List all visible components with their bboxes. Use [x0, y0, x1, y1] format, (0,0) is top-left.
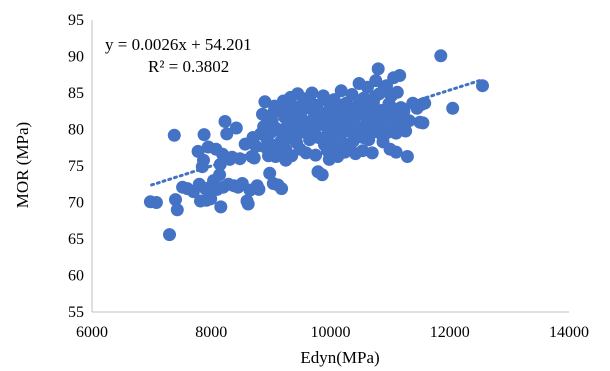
data-point: [282, 98, 296, 112]
data-point: [275, 182, 289, 196]
data-point: [197, 153, 210, 167]
data-point: [400, 150, 414, 163]
trendline-layer: [150, 78, 485, 187]
data-point: [476, 79, 489, 93]
data-point: [434, 49, 448, 63]
data-point: [365, 146, 379, 160]
x-axis-title: Edyn(MPa): [300, 348, 379, 367]
data-point: [390, 85, 404, 99]
data-point: [332, 98, 346, 112]
data-point: [389, 145, 403, 159]
data-point: [309, 148, 323, 162]
trendline-equation: y = 0.0026x + 54.201: [105, 35, 252, 54]
data-point: [261, 116, 275, 130]
data-point: [402, 114, 416, 128]
data-point: [371, 106, 385, 120]
y-tick-label: 95: [68, 12, 84, 29]
data-point: [149, 196, 163, 209]
data-point: [213, 168, 227, 182]
data-point: [303, 90, 317, 104]
data-point: [374, 127, 388, 141]
data-point: [214, 200, 228, 214]
data-point: [167, 128, 181, 142]
data-point: [353, 94, 367, 108]
x-tick-label: 10000: [311, 324, 351, 341]
data-point: [220, 127, 234, 141]
y-tick-label: 70: [68, 195, 84, 212]
data-point: [368, 90, 382, 104]
data-point: [369, 74, 383, 88]
y-tick-label: 75: [68, 158, 84, 175]
data-point: [397, 104, 411, 118]
data-point: [252, 182, 266, 196]
x-tick-label: 12000: [430, 324, 470, 341]
data-point: [170, 203, 184, 217]
y-tick-label: 65: [68, 231, 84, 248]
data-point: [446, 101, 460, 115]
data-point: [218, 115, 232, 128]
y-tick-label: 85: [68, 85, 84, 102]
data-point: [416, 116, 430, 130]
y-tick-label: 55: [68, 304, 84, 321]
x-tick-label: 14000: [549, 324, 589, 341]
y-tick-label: 90: [68, 49, 84, 66]
y-axis-title: MOR (MPa): [13, 122, 32, 208]
data-point: [300, 123, 314, 136]
data-point: [163, 228, 176, 242]
data-point: [327, 133, 340, 147]
data-point: [229, 121, 243, 135]
data-point: [389, 126, 403, 140]
data-point: [297, 101, 311, 115]
x-axis-ticks: 6000 8000 10000 12000 14000: [76, 324, 589, 341]
data-points: [143, 49, 489, 242]
y-tick-label: 60: [68, 268, 84, 285]
data-point: [273, 145, 287, 159]
r-squared-label: R² = 0.3802: [148, 57, 229, 76]
data-point: [321, 144, 334, 158]
data-point: [315, 168, 329, 182]
trendline: [150, 78, 485, 187]
y-axis-ticks: 55 60 65 70 75 80 85 90 95: [68, 12, 84, 321]
data-point: [197, 128, 211, 142]
x-tick-label: 8000: [195, 324, 227, 341]
data-point: [318, 106, 331, 120]
data-point: [393, 69, 407, 82]
data-point: [267, 105, 281, 119]
data-point: [246, 131, 260, 144]
x-tick-label: 6000: [76, 324, 108, 341]
data-point: [204, 192, 218, 206]
y-tick-label: 80: [68, 122, 84, 139]
data-point: [371, 62, 385, 76]
data-point: [241, 197, 255, 211]
data-point: [285, 123, 299, 137]
data-point: [356, 131, 370, 144]
data-point: [334, 84, 348, 98]
data-point: [169, 193, 182, 207]
data-point: [263, 166, 277, 180]
